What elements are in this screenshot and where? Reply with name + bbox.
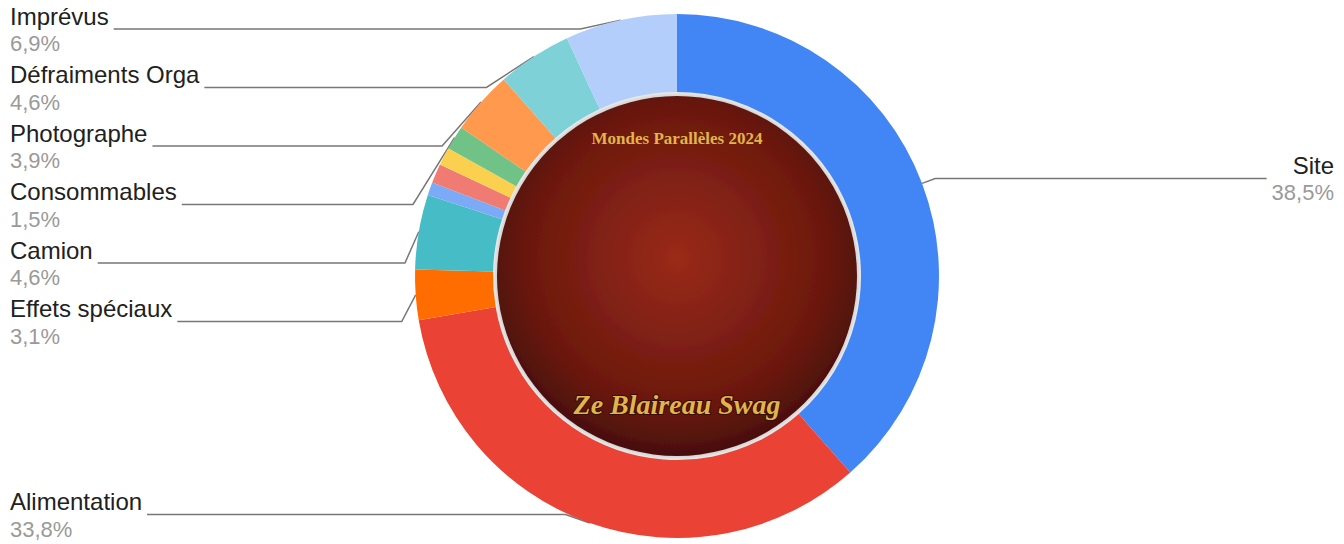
svg-text:Consommables: Consommables — [10, 178, 177, 205]
svg-text:Mondes Parallèles 2024: Mondes Parallèles 2024 — [592, 129, 763, 148]
svg-text:Défraiments Orga: Défraiments Orga — [10, 61, 200, 88]
svg-text:Camion: Camion — [10, 237, 93, 264]
svg-text:Alimentation: Alimentation — [10, 488, 142, 515]
svg-text:Site: Site — [1293, 152, 1334, 179]
svg-text:Imprévus: Imprévus — [10, 3, 109, 30]
svg-text:38,5%: 38,5% — [1272, 180, 1334, 205]
svg-text:Ze Blaireau Swag: Ze Blaireau Swag — [573, 389, 781, 420]
svg-text:1,5%: 1,5% — [10, 207, 60, 232]
svg-text:Effets spéciaux: Effets spéciaux — [10, 295, 172, 322]
svg-text:33,8%: 33,8% — [10, 517, 72, 542]
svg-text:3,1%: 3,1% — [10, 324, 60, 349]
svg-text:6,9%: 6,9% — [10, 31, 60, 56]
svg-text:3,9%: 3,9% — [10, 148, 60, 173]
svg-text:4,6%: 4,6% — [10, 265, 60, 290]
svg-text:Photographe: Photographe — [10, 120, 147, 147]
svg-text:4,6%: 4,6% — [10, 90, 60, 115]
